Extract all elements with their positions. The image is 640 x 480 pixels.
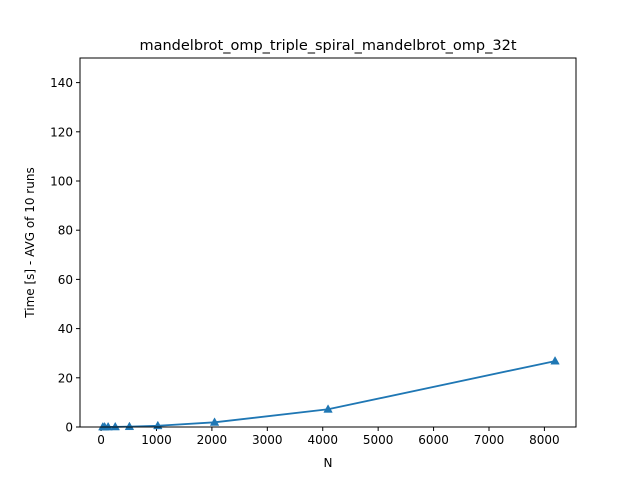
chart-title: mandelbrot_omp_triple_spiral_mandelbrot_…	[139, 38, 516, 54]
y-tick-label: 80	[58, 224, 73, 238]
x-tick-label: 5000	[363, 433, 394, 447]
y-axis-label: Time [s] - AVG of 10 runs	[23, 167, 37, 318]
data-point-marker	[550, 356, 560, 365]
x-axis-label: N	[324, 456, 333, 470]
x-tick-label: 6000	[418, 433, 449, 447]
y-tick-label: 100	[50, 175, 73, 189]
x-tick-label: 7000	[474, 433, 505, 447]
x-tick-label: 4000	[307, 433, 338, 447]
y-tick-label: 60	[58, 273, 73, 287]
y-tick-label: 120	[50, 125, 73, 139]
data-point-marker	[110, 421, 120, 431]
y-tick-label: 20	[58, 371, 73, 385]
x-tick-label: 8000	[529, 433, 560, 447]
data-point-marker	[209, 417, 220, 426]
y-axis-ticks: 0 20 40 60 80 100 120 140	[50, 76, 80, 435]
plot-area-frame	[79, 57, 577, 428]
y-tick-label: 140	[50, 76, 73, 90]
data-point-marker	[124, 421, 135, 431]
x-tick-label: 2000	[197, 433, 228, 447]
y-tick-label: 0	[65, 421, 73, 435]
x-axis-ticks: 0 1000 2000 3000 4000 5000 6000 7000 8000	[97, 427, 560, 447]
y-tick-label: 40	[58, 322, 73, 336]
x-tick-label: 3000	[252, 433, 283, 447]
x-tick-label: 1000	[141, 433, 172, 447]
data-point-marker	[103, 421, 113, 431]
x-tick-label: 0	[97, 433, 105, 447]
data-point-marker	[323, 404, 333, 413]
